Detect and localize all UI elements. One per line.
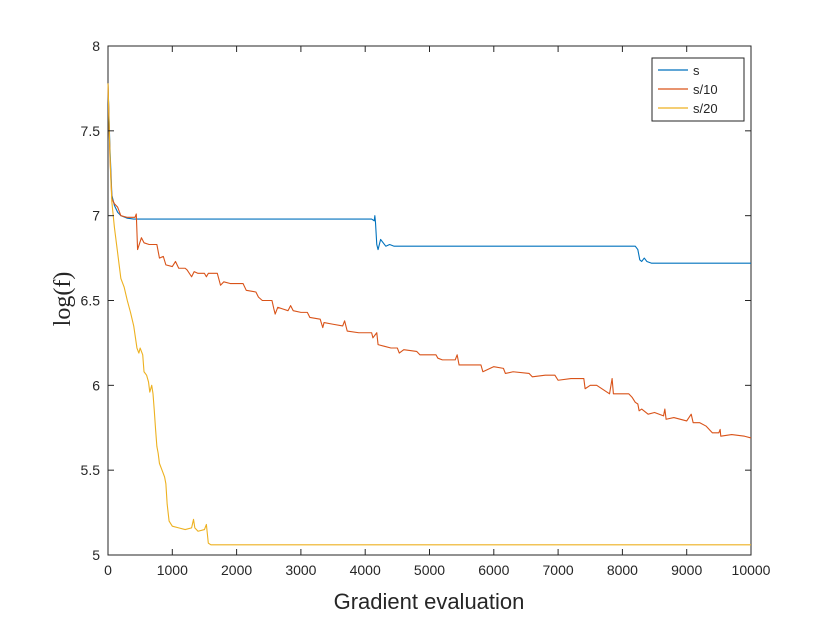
y-tick-label: 5	[92, 547, 100, 563]
y-axis: 5 5.5 6 6.5 7 7.5 8	[81, 38, 751, 563]
legend-label: s/20	[693, 101, 718, 116]
x-tick-label: 2000	[221, 562, 252, 578]
y-axis-label: log(f)	[50, 272, 76, 327]
y-tick-label: 7.5	[81, 123, 101, 139]
x-tick-label: 10000	[732, 562, 771, 578]
legend: s s/10 s/20	[651, 57, 745, 122]
y-tick-label: 8	[92, 38, 100, 54]
x-tick-label: 0	[104, 562, 112, 578]
series-line-2	[107, 83, 752, 439]
y-tick-label: 6.5	[81, 293, 101, 309]
x-axis: 0 1000 2000 3000 4000 5000 6000 7000 8000 9000 100…	[104, 46, 771, 578]
y-tick-label: 7	[92, 208, 100, 224]
y-tick-label: 6	[92, 377, 100, 393]
y-tick-label: 5.5	[81, 462, 101, 478]
x-tick-label: 4000	[350, 562, 381, 578]
x-tick-label: 8000	[607, 562, 638, 578]
x-tick-label: 3000	[285, 562, 316, 578]
x-tick-label: 9000	[671, 562, 702, 578]
x-tick-label: 6000	[478, 562, 509, 578]
legend-label: s/10	[693, 82, 718, 97]
x-axis-label: Gradient evaluation	[334, 589, 525, 614]
x-tick-label: 5000	[414, 562, 445, 578]
legend-label: s	[693, 63, 700, 78]
x-tick-label: 7000	[543, 562, 574, 578]
plot-area	[107, 45, 752, 556]
axes-box	[107, 45, 752, 556]
x-tick-label: 1000	[157, 562, 188, 578]
series-line-3	[107, 83, 751, 546]
